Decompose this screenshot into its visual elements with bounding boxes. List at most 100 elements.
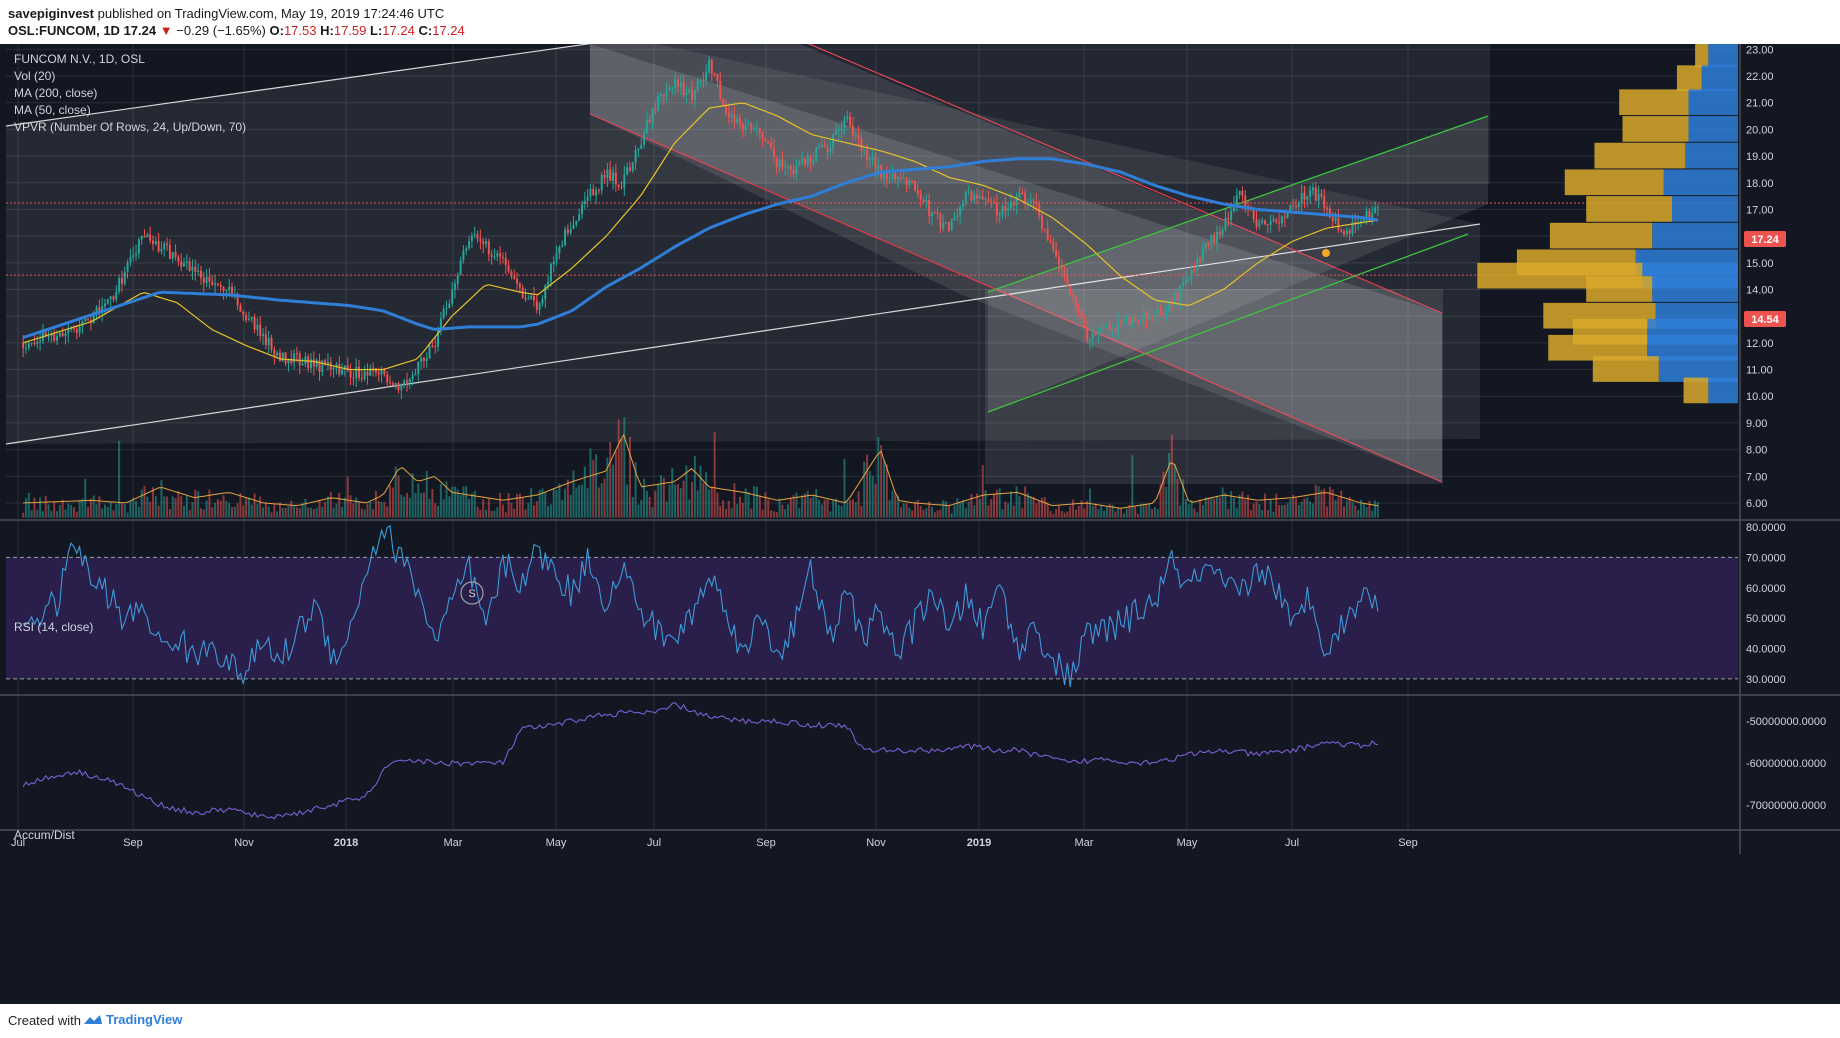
volume-bar [310, 507, 313, 518]
time-tick-label: Jul [1285, 837, 1299, 849]
candle-body [185, 261, 188, 263]
volume-bar [50, 510, 53, 518]
candle-body [727, 112, 730, 118]
candle-body [626, 167, 629, 175]
rising-channel-bottom [5, 223, 1481, 445]
candle-body [716, 73, 719, 82]
volume-bar [1117, 508, 1120, 518]
candle-body [143, 235, 146, 238]
volume-bar [312, 509, 315, 518]
volume-bar [781, 504, 784, 518]
volume-bar [166, 496, 169, 518]
candle-body [273, 349, 276, 356]
signal-marker[interactable]: S [460, 581, 484, 605]
candle-body [1365, 211, 1368, 220]
volume-bar [1320, 490, 1323, 518]
volume-bar [959, 503, 962, 518]
volume-bar [1032, 497, 1035, 518]
volume-bar [998, 488, 1001, 518]
candle-body [671, 87, 674, 89]
volume-bar [202, 509, 205, 518]
drawing-tools[interactable] [5, 44, 1738, 484]
volume-bar [623, 417, 626, 518]
candle-body [513, 276, 516, 279]
candle-body [439, 318, 442, 328]
candle-body [933, 212, 936, 214]
volume-bar [27, 492, 30, 518]
volume-bar [1083, 508, 1086, 518]
vpvr-down-bar [1586, 196, 1672, 222]
candle-body [180, 261, 183, 267]
candle-body [510, 271, 513, 277]
volume-bar [1153, 507, 1156, 518]
volume-bar [343, 497, 346, 518]
volume-bar [787, 504, 789, 518]
candle-body [1094, 333, 1097, 336]
vpvr-down-bar [1592, 356, 1659, 382]
volume-bar [1049, 510, 1052, 518]
volume-bar [442, 499, 445, 518]
candle-body [575, 220, 578, 225]
volume-bar [1060, 510, 1063, 518]
candle-body [1292, 204, 1295, 206]
volume-bar [1114, 511, 1117, 518]
volume-bar [583, 466, 586, 518]
candle-body [1072, 294, 1075, 297]
candle-body [490, 254, 493, 257]
candle-body [739, 118, 742, 124]
volume-bar [197, 491, 200, 518]
candle-body [1317, 194, 1320, 201]
candle-body [1221, 229, 1224, 235]
volume-bar [326, 496, 329, 518]
candle-body [1128, 316, 1131, 325]
candle-body [67, 329, 70, 334]
candle-body [78, 326, 81, 333]
candle-body [1354, 222, 1357, 224]
candle-body [1182, 282, 1185, 286]
time-tick-label: Sep [123, 837, 143, 849]
candle-body [617, 184, 620, 187]
volume-bar [1111, 504, 1114, 518]
chart-canvas[interactable]: 23.0022.0021.0020.0019.0018.0017.0016.00… [0, 44, 1840, 1004]
candle-body [645, 119, 648, 133]
volume-bar [1170, 434, 1173, 518]
volume-bar [640, 499, 643, 518]
candle-body [236, 293, 239, 306]
target-box [985, 289, 1443, 484]
candle-body [1153, 314, 1156, 317]
volume-bar [530, 488, 533, 518]
candle-body [1012, 202, 1015, 205]
low-value: 17.24 [382, 23, 415, 38]
publisher-name[interactable]: savepiginvest [8, 6, 94, 21]
volume-bar [569, 494, 572, 518]
candle-body [1278, 222, 1281, 224]
volume-bar [660, 475, 662, 518]
candle-body [911, 180, 914, 182]
volume-bar [205, 500, 208, 518]
volume-bar [1021, 508, 1024, 518]
candle-body [753, 128, 756, 130]
volume-bar [668, 484, 671, 518]
volume-bar [1247, 494, 1250, 518]
volume-bar [157, 505, 160, 518]
candle-body [654, 108, 657, 111]
candle-body [403, 380, 406, 385]
volume-bar [1046, 502, 1049, 518]
time-tick-label: Nov [866, 837, 886, 849]
volume-bar [524, 509, 527, 518]
candle-body [315, 360, 318, 367]
candle-body [995, 203, 998, 216]
volume-ma-line [23, 433, 1378, 509]
volume-bar [993, 493, 996, 518]
candle-body [1204, 243, 1207, 249]
volume-bar [880, 445, 883, 518]
candle-body [758, 128, 761, 133]
tradingview-brand[interactable]: TradingView [106, 1012, 183, 1027]
candle-body [1348, 230, 1351, 234]
volume-bar [1266, 509, 1269, 518]
candle-body [894, 173, 897, 180]
candle-body [1368, 211, 1371, 218]
volume-bar [820, 504, 823, 518]
volume-bar [92, 495, 95, 518]
candle-body [1086, 326, 1089, 341]
